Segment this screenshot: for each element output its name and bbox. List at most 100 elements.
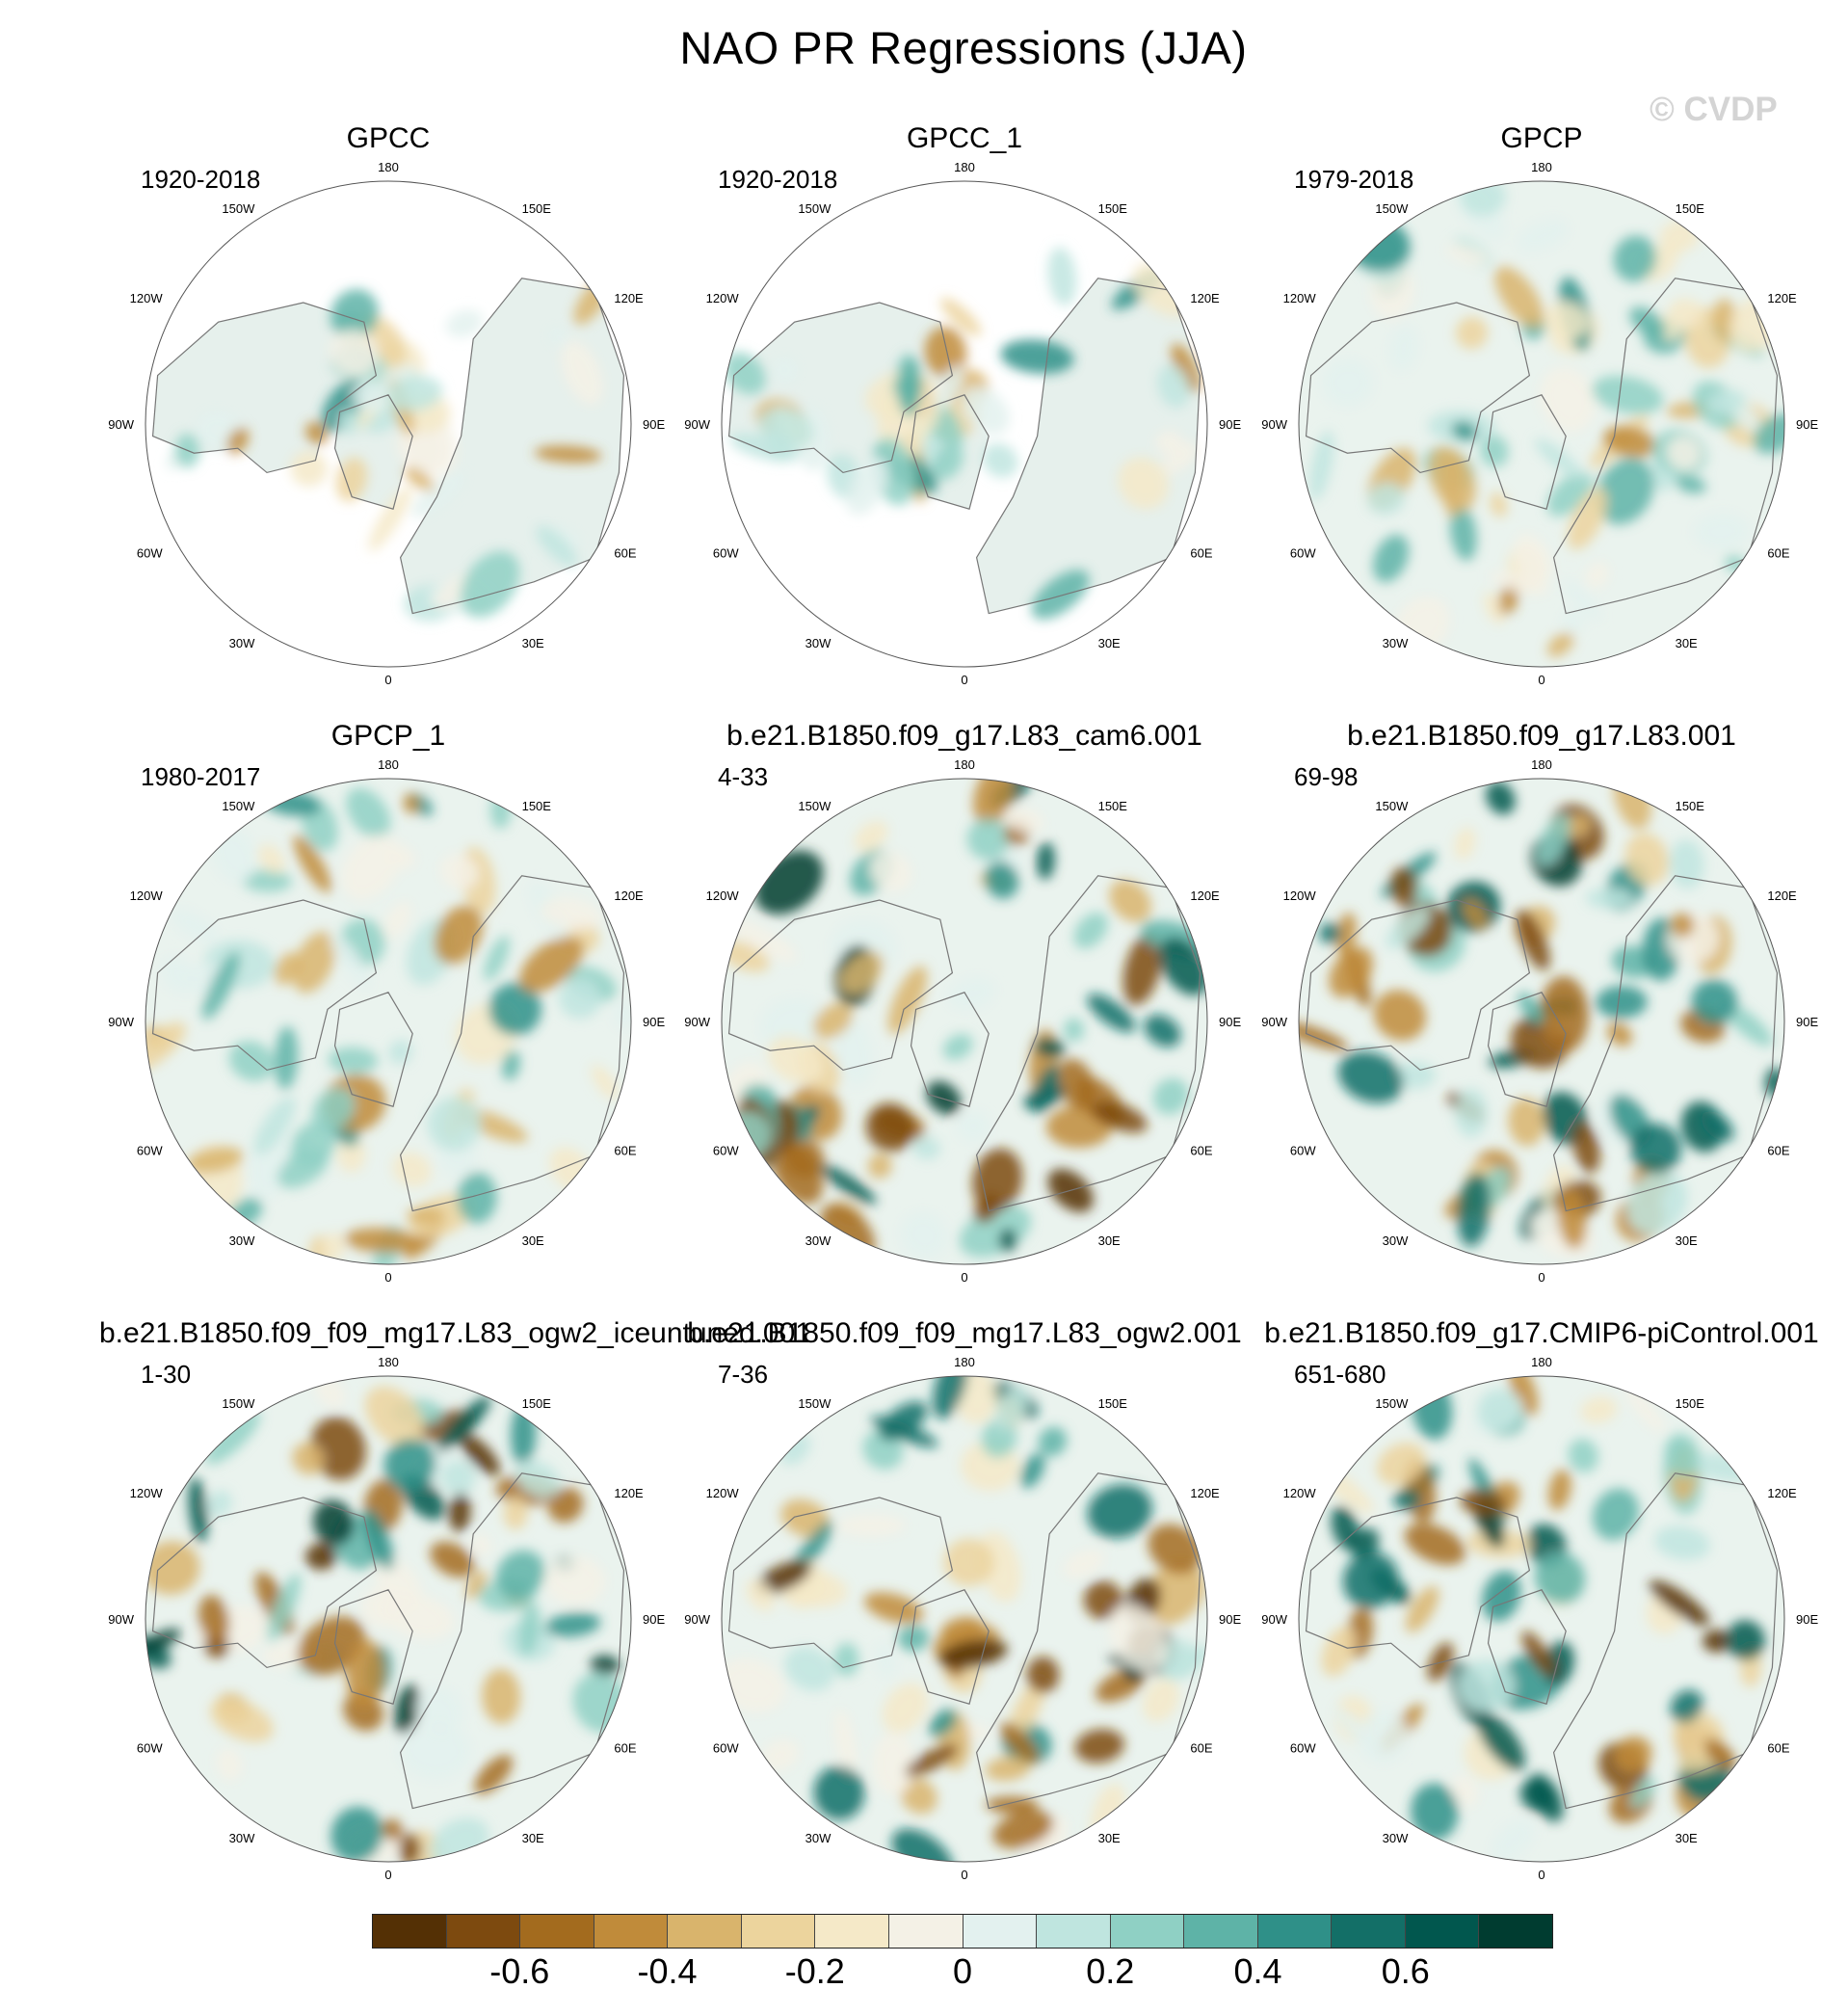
longitude-label: 30E	[1098, 636, 1121, 650]
longitude-label: 150E	[522, 1396, 552, 1411]
longitude-label: 90E	[643, 1015, 665, 1029]
polar-map-panel: 180 0 90W 90E 150W 150E 120W 120E 60W 60E 30W 30E	[108, 160, 665, 687]
coastline	[1487, 1589, 1567, 1705]
longitude-label: 30E	[522, 1233, 544, 1248]
map-border	[1298, 778, 1785, 1265]
colorbar-swatch	[668, 1915, 742, 1948]
longitude-label: 150W	[222, 1396, 255, 1411]
map-border	[145, 180, 632, 668]
longitude-label: 150E	[1676, 201, 1705, 216]
panel-title: b.e21.B1850.f09_g17.CMIP6-piControl.001	[1264, 1317, 1819, 1349]
colorbar-tick-label: -0.6	[489, 1951, 550, 1991]
cvdp-watermark: © CVDP	[1650, 91, 1778, 128]
longitude-label: 120E	[1190, 1486, 1220, 1500]
longitude-label: 30W	[1383, 1233, 1409, 1248]
longitude-label: 150E	[1676, 1396, 1705, 1411]
map-border	[721, 180, 1208, 668]
colorbar-swatch	[1405, 1915, 1480, 1948]
longitude-label: 30E	[1098, 1831, 1121, 1845]
longitude-label: 180	[1531, 757, 1552, 772]
longitude-label: 30E	[522, 636, 544, 650]
longitude-label: 120E	[614, 1486, 644, 1500]
longitude-label: 90E	[1219, 1015, 1241, 1029]
coastline	[1552, 875, 1779, 1212]
longitude-label: 150W	[1375, 799, 1409, 813]
panel-period: 4-33	[718, 762, 769, 791]
precip-anomaly-field	[1299, 779, 1784, 1259]
longitude-label: 60E	[1767, 1144, 1789, 1158]
colorbar-swatch	[963, 1915, 1038, 1948]
coastline	[1305, 899, 1531, 1072]
longitude-label: 60E	[1190, 1741, 1212, 1756]
longitude-label: 180	[954, 757, 975, 772]
colorbar-swatch	[1479, 1915, 1552, 1948]
longitude-label: 90W	[1261, 1612, 1287, 1627]
coastline	[1305, 1497, 1531, 1669]
longitude-label: 60W	[137, 1144, 163, 1158]
colorbar-swatch	[594, 1915, 669, 1948]
colorbar-swatch	[373, 1915, 447, 1948]
panel-title: GPCC	[346, 122, 431, 154]
longitude-label: 90E	[1219, 417, 1241, 432]
longitude-label: 30W	[229, 1233, 255, 1248]
longitude-label: 60W	[137, 1741, 163, 1756]
longitude-label: 0	[961, 1868, 967, 1882]
longitude-label: 0	[961, 1270, 967, 1285]
longitude-label: 150W	[222, 201, 255, 216]
longitude-label: 90E	[1219, 1612, 1241, 1627]
colorbar-swatch	[520, 1915, 594, 1948]
panel-period: 1979-2018	[1294, 165, 1414, 194]
coastline	[1552, 278, 1779, 615]
colorbar-tick-label: -0.4	[637, 1951, 698, 1991]
longitude-label: 60W	[137, 546, 163, 561]
longitude-label: 150E	[1098, 201, 1128, 216]
coastline	[727, 899, 954, 1072]
coastline	[1487, 992, 1567, 1107]
longitude-label: 180	[378, 1355, 399, 1369]
colorbar-swatch	[815, 1915, 889, 1948]
colorbar-swatch	[446, 1915, 521, 1948]
panel-title: GPCP_1	[330, 720, 446, 752]
colorbar-swatch	[1110, 1915, 1185, 1948]
coastline	[333, 1589, 413, 1705]
longitude-label: 120E	[1767, 1486, 1797, 1500]
map-background	[1299, 181, 1784, 667]
coastline	[151, 302, 378, 474]
panel-period: 69-98	[1294, 762, 1359, 791]
longitude-label: 90W	[684, 1015, 710, 1029]
longitude-label: 60E	[1767, 1741, 1789, 1756]
longitude-label: 120W	[1283, 888, 1317, 903]
panel-title: b.e21.B1850.f09_g17.L83_cam6.001	[726, 720, 1202, 752]
coastline	[399, 875, 625, 1212]
polar-map-panel: 180 0 90W 90E 150W 150E 120W 120E 60W 60E 30W 30E	[684, 160, 1241, 687]
longitude-label: 150W	[1375, 201, 1409, 216]
longitude-label: 60E	[1190, 546, 1212, 561]
coastline	[399, 278, 625, 615]
longitude-label: 180	[1531, 1355, 1552, 1369]
coastline	[727, 302, 954, 474]
longitude-label: 180	[378, 757, 399, 772]
colorbar-tick-label: 0	[952, 1951, 973, 1991]
longitude-label: 150E	[522, 799, 552, 813]
longitude-label: 120W	[706, 291, 740, 305]
longitude-label: 90W	[1261, 417, 1287, 432]
longitude-label: 180	[954, 1355, 975, 1369]
longitude-label: 60W	[1290, 546, 1316, 561]
polar-map-panel: 180 0 90W 90E 150W 150E 120W 120E 60W 60E 30W 30E	[108, 757, 665, 1285]
map-border	[721, 1375, 1208, 1863]
longitude-label: 60W	[1290, 1741, 1316, 1756]
polar-map-panel: 180 0 90W 90E 150W 150E 120W 120E 60W 60E 30W 30E	[684, 1355, 1241, 1882]
longitude-label: 150E	[522, 201, 552, 216]
panel-period: 1980-2017	[141, 762, 261, 791]
longitude-label: 60W	[713, 546, 739, 561]
colorbar-swatch	[1037, 1915, 1111, 1948]
coastline	[975, 875, 1201, 1212]
longitude-label: 60E	[614, 1144, 636, 1158]
longitude-label: 0	[384, 673, 391, 687]
panel-period: 1920-2018	[141, 165, 261, 194]
panel-title: GPCC_1	[906, 122, 1023, 154]
precip-anomaly-field	[722, 779, 1207, 1261]
longitude-label: 60E	[614, 546, 636, 561]
longitude-label: 60E	[1767, 546, 1789, 561]
longitude-label: 120E	[1767, 291, 1797, 305]
